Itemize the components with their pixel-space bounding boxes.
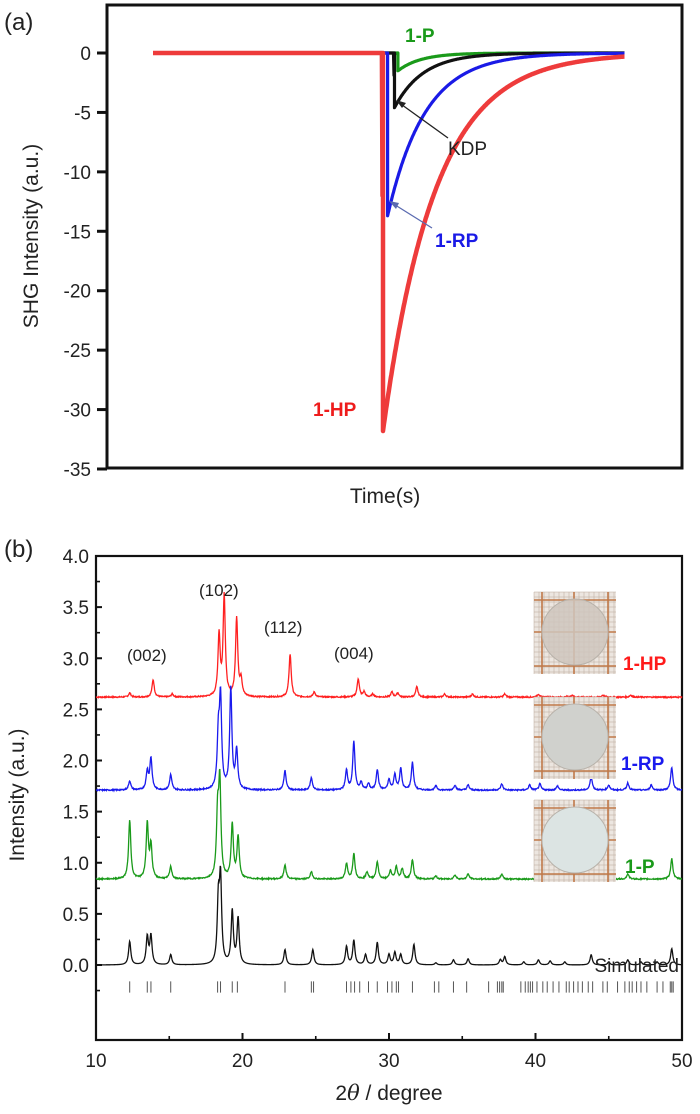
panel-b-y-axis: 0.0 0.5 1.0 1.5 2.0 2.5 3.0 3.5 4.0 <box>63 547 102 992</box>
pellet-photos <box>533 591 616 882</box>
panel-a-y-tick-label: -15 <box>64 222 91 243</box>
panel-a-annotations: 1-P KDP 1-RP 1-HP <box>313 26 487 421</box>
panel-b-x-axis: 10 20 30 40 50 <box>85 1033 693 1072</box>
panel-b-y-tick-label: 3.0 <box>63 649 89 670</box>
panel-b-y-tick-label: 2.5 <box>63 700 89 721</box>
panel-b-y-tick-label: 3.5 <box>63 598 89 619</box>
panel-a-y-tick-label: -30 <box>64 401 91 422</box>
panel-b-y-tick-label: 1.5 <box>63 803 89 824</box>
label-1-hp: 1-HP <box>313 400 357 421</box>
panel-a-y-axis: 0 -5 -10 -15 -20 -25 -30 -35 <box>64 44 107 481</box>
rp-arrow <box>391 202 433 229</box>
label-kdp: KDP <box>448 139 487 160</box>
pellet-disk <box>541 703 609 771</box>
series-1-rp-line <box>151 51 626 218</box>
panel-a-series <box>151 50 627 434</box>
hkl-002: (002) <box>127 646 167 665</box>
label-simulated: Simulated <box>595 956 680 977</box>
panel-a-x-axis-title: Time(s) <box>350 485 420 508</box>
panel-b-y-tick-label: 0.0 <box>63 956 89 977</box>
kdp-arrow <box>397 101 449 139</box>
rp-arrowhead <box>389 201 399 209</box>
kdp-arrowhead <box>396 100 406 108</box>
panel-b-y-tick-label: 2.0 <box>63 752 89 773</box>
panel-a-y-tick-label: -5 <box>74 103 91 124</box>
panel-a-frame <box>105 3 684 470</box>
panel-b-x-tick-label: 40 <box>525 1051 546 1072</box>
x-title-rest: / degree <box>360 1082 443 1105</box>
panel-a-y-tick-label: -35 <box>64 460 91 481</box>
xrd-simulated-line <box>95 865 683 966</box>
panel-b-x-tick-label: 30 <box>378 1051 399 1072</box>
x-title-theta: θ <box>347 1081 360 1105</box>
panel-b-x-axis-title: 2θ / degree <box>335 1081 442 1105</box>
label-b-1-rp: 1-RP <box>621 754 665 775</box>
panel-b: (b) 0.0 0.5 1.0 1.5 2.0 2.5 3.0 3.5 4.0 10 20 30 40… <box>4 536 693 1105</box>
reflection-ticks <box>129 981 674 993</box>
panel-a: (a) 0 -5 -10 -15 -20 -25 -30 -35 1-P KDP 1-RP 1… <box>4 3 684 508</box>
label-1-rp: 1-RP <box>435 231 479 252</box>
panel-b-label: (b) <box>4 536 33 563</box>
hkl-112: (112) <box>264 618 302 637</box>
panel-b-x-tick-label: 20 <box>232 1051 253 1072</box>
panel-a-label: (a) <box>4 9 33 36</box>
panel-b-y-tick-label: 4.0 <box>63 547 89 568</box>
hkl-102: (102) <box>199 581 239 600</box>
panel-b-x-tick-label: 50 <box>671 1051 692 1072</box>
panel-b-annotations: (002) (102) (112) (004) 1-HP 1-RP 1-P Si… <box>127 581 679 977</box>
pellet-photo-2 <box>533 696 616 779</box>
panel-b-y-tick-label: 1.0 <box>63 854 89 875</box>
panel-a-y-tick-label: 0 <box>80 44 91 65</box>
pellet-disk <box>541 806 609 874</box>
label-b-1-p: 1-P <box>625 857 655 878</box>
label-1-p: 1-P <box>405 26 435 47</box>
pellet-photo-1 <box>533 591 616 674</box>
panel-b-y-axis-title: Intensity (a.u.) <box>6 728 29 861</box>
label-b-1-hp: 1-HP <box>623 654 667 675</box>
series-1-hp-line <box>151 50 627 434</box>
xrd-1-rp-line <box>95 685 683 793</box>
hkl-004: (004) <box>334 644 374 663</box>
panel-a-y-tick-label: -20 <box>64 282 91 303</box>
panel-b-y-tick-label: 0.5 <box>63 905 89 926</box>
panel-a-y-axis-title: SHG Intensity (a.u.) <box>20 144 43 328</box>
panel-a-y-tick-label: -25 <box>64 341 91 362</box>
pellet-photo-3 <box>533 799 616 882</box>
pellet-disk <box>541 598 609 666</box>
panel-b-x-tick-label: 10 <box>85 1051 106 1072</box>
panel-a-y-tick-label: -10 <box>64 163 91 184</box>
x-title-2: 2 <box>335 1082 347 1105</box>
